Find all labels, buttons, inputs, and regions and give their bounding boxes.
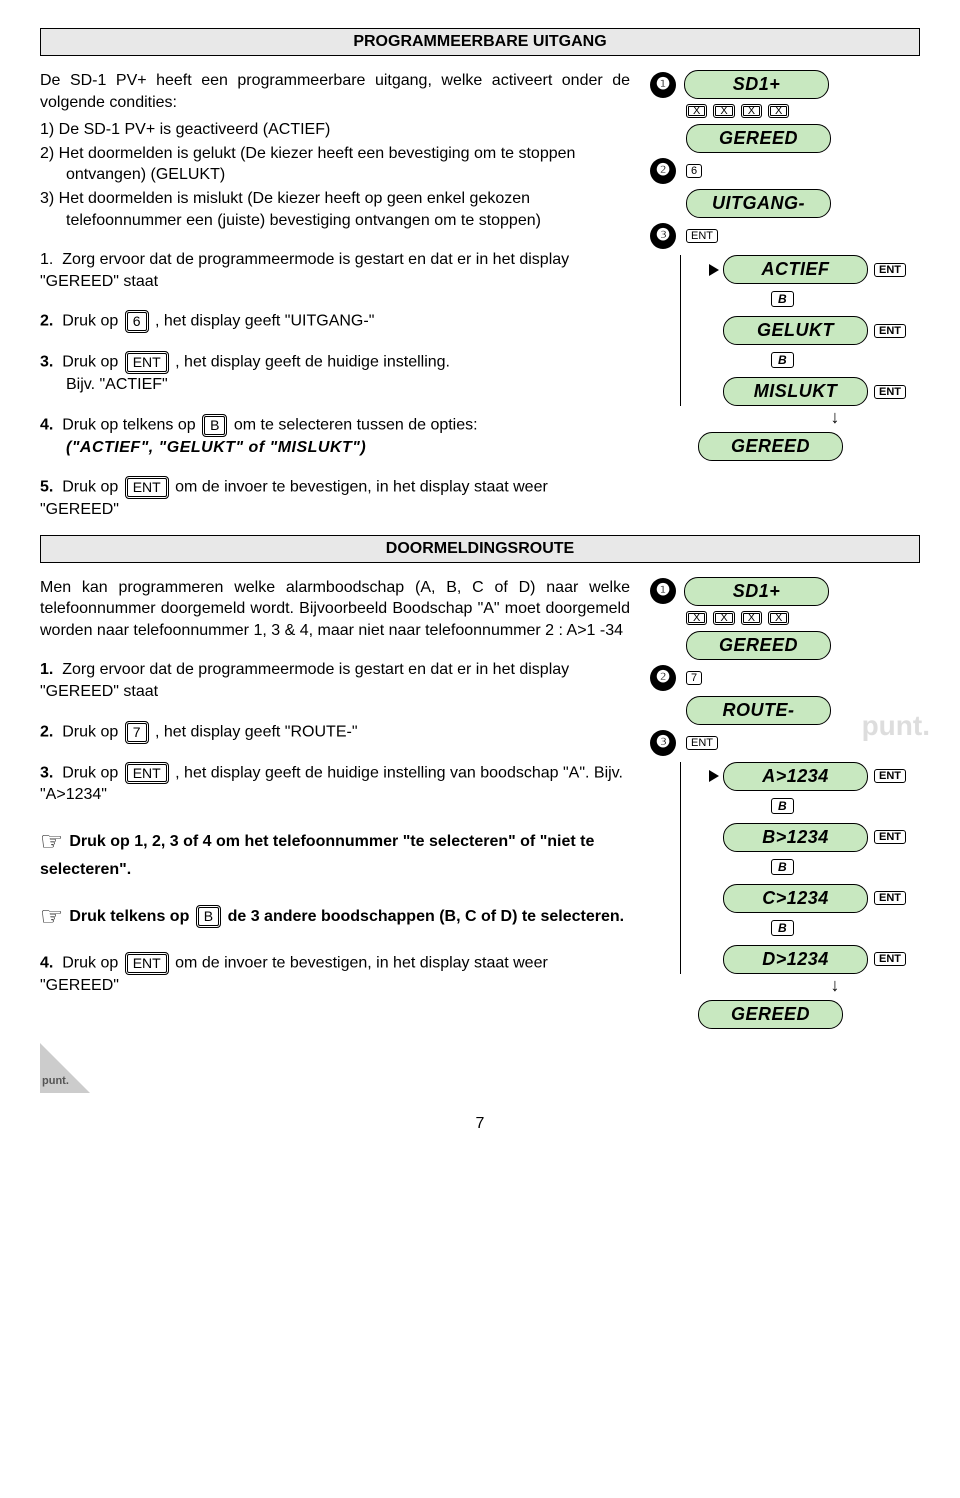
cond-2: 2) Het doormelden is gelukt (De kiezer h… — [40, 143, 630, 186]
arrow-icon — [709, 264, 719, 276]
disp-route: ROUTE- — [686, 696, 831, 725]
key-b[interactable]: B — [771, 798, 794, 814]
step-1-badge: ❶ — [650, 578, 676, 604]
step-1-badge: ❶ — [650, 72, 676, 98]
section1-diagram: ❶ SD1+ X X X X GEREED ❷6 UITGANG- ❸ ENT AC… — [650, 70, 920, 527]
step-2-badge: ❷ — [650, 665, 676, 691]
s1-step3-sub: Bijv. "ACTIEF" — [66, 374, 630, 396]
key-7[interactable]: 7 — [125, 721, 149, 744]
disp-sd1: SD1+ — [684, 70, 829, 99]
key-b[interactable]: B — [771, 291, 794, 307]
ent-side[interactable]: ENT — [874, 385, 906, 399]
key-6[interactable]: 6 — [686, 164, 702, 178]
disp-gereed-final: GEREED — [698, 1000, 843, 1029]
pointing-hand-icon: ☞ — [40, 899, 63, 934]
disp-gereed: GEREED — [686, 124, 831, 153]
ent-side[interactable]: ENT — [874, 891, 906, 905]
disp-b: B>1234 — [723, 823, 868, 852]
section1-header: PROGRAMMEERBARE UITGANG — [40, 28, 920, 56]
section2-intro: Men kan programmeren welke alarmboodscha… — [40, 577, 630, 642]
watermark: punt. — [862, 707, 930, 745]
disp-gereed-final: GEREED — [698, 432, 843, 461]
corner-label: punt. — [42, 1075, 69, 1087]
down-arrow-icon: ↓ — [750, 410, 920, 424]
s1-step4-sub: ("ACTIEF", "GELUKT" of "MISLUKT") — [66, 437, 630, 459]
key-x: X — [768, 104, 789, 118]
key-b[interactable]: B — [196, 905, 221, 928]
key-ent[interactable]: ENT — [125, 952, 169, 975]
step-3-badge: ❸ — [650, 730, 676, 756]
arrow-icon — [709, 770, 719, 782]
key-ent[interactable]: ENT — [125, 351, 169, 374]
s2-step4: 4. Druk op ENT om de invoer te bevestige… — [40, 952, 630, 996]
s2-step3: 3. Druk op ENT , het display geeft de hu… — [40, 762, 630, 806]
disp-actief: ACTIEF — [723, 255, 868, 284]
s1-step4: 4. Druk op telkens op B om te selecteren… — [40, 414, 630, 458]
down-arrow-icon: ↓ — [750, 978, 920, 992]
ent-side[interactable]: ENT — [874, 952, 906, 966]
section2-diagram: ❶ SD1+ X X X X GEREED ❷7 ROUTE- ❸ ENT A>12… — [650, 577, 920, 1033]
step-3-badge: ❸ — [650, 223, 676, 249]
section1-intro: De SD-1 PV+ heeft een programmeerbare ui… — [40, 70, 630, 113]
key-x: X — [713, 104, 734, 118]
key-ent[interactable]: ENT — [686, 736, 718, 750]
key-x: X — [741, 104, 762, 118]
key-x: X — [741, 611, 762, 625]
s1-step3: 3. Druk op ENT , het display geeft de hu… — [40, 351, 630, 395]
disp-sd1: SD1+ — [684, 577, 829, 606]
s1-step2: 2. Druk op 6 , het display geeft "UITGAN… — [40, 310, 630, 333]
ent-side[interactable]: ENT — [874, 769, 906, 783]
key-x: X — [686, 104, 707, 118]
key-x: X — [713, 611, 734, 625]
key-x: X — [768, 611, 789, 625]
cond-3: 3) Het doormelden is mislukt (De kiezer … — [40, 188, 630, 231]
pointing-hand-icon: ☞ — [40, 824, 63, 859]
disp-gelukt: GELUKT — [723, 316, 868, 345]
ent-side[interactable]: ENT — [874, 324, 906, 338]
step-2-badge: ❷ — [650, 158, 676, 184]
section1-conditions: 1) De SD-1 PV+ is geactiveerd (ACTIEF) 2… — [40, 119, 630, 231]
ent-side[interactable]: ENT — [874, 263, 906, 277]
key-b[interactable]: B — [771, 352, 794, 368]
ent-side[interactable]: ENT — [874, 830, 906, 844]
key-b[interactable]: B — [202, 414, 227, 437]
key-b[interactable]: B — [771, 859, 794, 875]
key-7[interactable]: 7 — [686, 671, 702, 685]
disp-a: A>1234 — [723, 762, 868, 791]
disp-uitgang: UITGANG- — [686, 189, 831, 218]
cond-1: 1) De SD-1 PV+ is geactiveerd (ACTIEF) — [40, 119, 630, 141]
s2-step1: 1. Zorg ervoor dat de programmeermode is… — [40, 659, 630, 702]
key-ent[interactable]: ENT — [686, 229, 718, 243]
disp-c: C>1234 — [723, 884, 868, 913]
s2-step2: 2. Druk op 7 , het display geeft "ROUTE-… — [40, 721, 630, 744]
s2-note2: ☞Druk telkens op B de 3 andere boodschap… — [40, 899, 630, 934]
disp-gereed: GEREED — [686, 631, 831, 660]
disp-mislukt: MISLUKT — [723, 377, 868, 406]
key-x: X — [686, 611, 707, 625]
key-6[interactable]: 6 — [125, 310, 149, 333]
s1-step5: 5. Druk op ENT om de invoer te bevestige… — [40, 476, 630, 520]
key-ent[interactable]: ENT — [125, 476, 169, 499]
page-number: 7 — [40, 1115, 920, 1133]
key-b[interactable]: B — [771, 920, 794, 936]
key-ent[interactable]: ENT — [125, 762, 169, 785]
disp-d: D>1234 — [723, 945, 868, 974]
s2-note1: ☞Druk op 1, 2, 3 of 4 om het telefoonnum… — [40, 824, 630, 881]
s1-step1: 1. Zorg ervoor dat de programmeermode is… — [40, 249, 630, 292]
section2-header: DOORMELDINGSROUTE — [40, 535, 920, 563]
